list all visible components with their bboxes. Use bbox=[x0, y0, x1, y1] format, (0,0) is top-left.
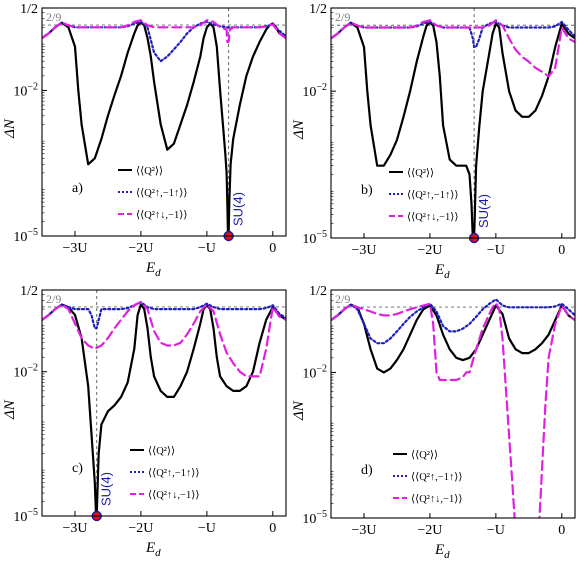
y-tick-label: 10−2 bbox=[13, 363, 38, 381]
series-dashed bbox=[42, 301, 286, 378]
panel-a: 2/9 SU(4) −3U −2U −U 0 1/2 10−2 10−5 Ed ΔN a) ⟨⟨Q²⟩⟩… bbox=[0, 0, 289, 282]
x-tick-label: −U bbox=[198, 241, 216, 256]
y-tick-label: 10−5 bbox=[13, 227, 38, 245]
x-tick-label: −2U bbox=[128, 241, 153, 256]
y-tick-label: 1/2 bbox=[20, 2, 38, 17]
x-axis-label: Ed bbox=[434, 542, 450, 561]
y-tick-label: 10−2 bbox=[13, 81, 38, 99]
y-axis-label: ΔN bbox=[2, 118, 18, 139]
x-tick-label: −3U bbox=[351, 243, 376, 258]
x-tick-label: 0 bbox=[269, 521, 276, 536]
legend-label: ⟨⟨Q²↑,−1↑⟩⟩ bbox=[411, 471, 462, 483]
plot-frame bbox=[330, 7, 576, 239]
x-tick-label: −3U bbox=[62, 241, 87, 256]
y-axis-label: ΔN bbox=[291, 119, 307, 140]
panel-d: 2/9 −3U −2U −U 0 1/2 10−2 10−5 Ed ΔN d) ⟨⟨Q²⟩⟩ ⟨⟨Q²↑… bbox=[289, 282, 578, 565]
panel-label: d) bbox=[361, 463, 373, 478]
y-tick-label: 1/2 bbox=[309, 284, 327, 299]
series-dashed bbox=[331, 19, 575, 78]
panel-c: 2/9 SU(4) −3U −2U −U 0 1/2 10−2 10−5 Ed ΔN c) ⟨⟨Q²⟩⟩… bbox=[0, 282, 289, 565]
y-tick-label: 10−2 bbox=[302, 82, 327, 100]
series-dashed bbox=[42, 19, 286, 44]
x-tick-label: −U bbox=[198, 521, 216, 536]
legend-label: ⟨⟨Q²⟩⟩ bbox=[136, 165, 163, 177]
ref-line-label: 2/9 bbox=[335, 10, 350, 24]
y-tick-label: 10−5 bbox=[302, 229, 327, 247]
legend-label: ⟨⟨Q²↑,−1↑⟩⟩ bbox=[407, 189, 458, 201]
panel-label: a) bbox=[72, 181, 83, 196]
plot-frame bbox=[41, 7, 287, 237]
y-axis-label: ΔN bbox=[2, 399, 18, 420]
panel-b-svg: 2/9 SU(4) −3U −2U −U 0 1/2 10−2 10−5 Ed ΔN b) ⟨⟨Q²⟩⟩… bbox=[291, 2, 576, 281]
x-tick-label: −2U bbox=[417, 243, 442, 258]
x-tick-label: −2U bbox=[128, 521, 153, 536]
series-dotted bbox=[42, 301, 286, 330]
su4-label: SU(4) bbox=[231, 192, 246, 226]
series-solid bbox=[331, 303, 575, 374]
legend-label: ⟨⟨Q²↑,−1↑⟩⟩ bbox=[136, 187, 187, 199]
x-tick-label: −3U bbox=[62, 521, 87, 536]
legend-label: ⟨⟨Q²↑↓,−1⟩⟩ bbox=[148, 489, 199, 501]
legend-label: ⟨⟨Q²↑↓,−1⟩⟩ bbox=[136, 209, 187, 221]
x-axis-label: Ed bbox=[145, 260, 161, 279]
plot-frame bbox=[41, 289, 287, 517]
series-dashed bbox=[331, 301, 575, 518]
x-tick-label: 0 bbox=[269, 241, 276, 256]
su4-label: SU(4) bbox=[99, 472, 114, 506]
legend-label: ⟨⟨Q²⟩⟩ bbox=[148, 445, 175, 457]
panel-label: c) bbox=[72, 461, 83, 476]
x-axis-label: Ed bbox=[145, 540, 161, 559]
legend-label: ⟨⟨Q²⟩⟩ bbox=[407, 167, 434, 179]
legend-label: ⟨⟨Q²↑↓,−1⟩⟩ bbox=[407, 211, 458, 223]
x-tick-label: 0 bbox=[558, 243, 565, 258]
panel-c-svg: 2/9 SU(4) −3U −2U −U 0 1/2 10−2 10−5 Ed ΔN c) ⟨⟨Q²⟩⟩… bbox=[2, 284, 287, 559]
panel-b: 2/9 SU(4) −3U −2U −U 0 1/2 10−2 10−5 Ed ΔN b) ⟨⟨Q²⟩⟩… bbox=[289, 0, 578, 282]
x-tick-label: −3U bbox=[351, 523, 376, 538]
legend-label: ⟨⟨Q²↑↓,−1⟩⟩ bbox=[411, 493, 462, 505]
panel-a-svg: 2/9 SU(4) −3U −2U −U 0 1/2 10−2 10−5 Ed ΔN a) ⟨⟨Q²⟩⟩… bbox=[2, 2, 287, 279]
y-tick-label: 10−2 bbox=[302, 363, 327, 381]
ref-line-label: 2/9 bbox=[46, 292, 61, 306]
x-tick-label: −2U bbox=[417, 523, 442, 538]
x-tick-label: −U bbox=[487, 243, 505, 258]
ref-line-label: 2/9 bbox=[46, 10, 61, 24]
x-axis-label: Ed bbox=[434, 262, 450, 281]
series-solid bbox=[42, 21, 286, 236]
y-tick-label: 1/2 bbox=[309, 2, 327, 17]
su4-label: SU(4) bbox=[476, 194, 491, 228]
y-tick-label: 10−5 bbox=[13, 507, 38, 525]
y-axis-label: ΔN bbox=[291, 400, 307, 421]
y-tick-label: 1/2 bbox=[20, 284, 38, 299]
panel-d-svg: 2/9 −3U −2U −U 0 1/2 10−2 10−5 Ed ΔN d) ⟨⟨Q²⟩⟩ ⟨⟨Q²↑… bbox=[291, 284, 576, 561]
series-solid bbox=[42, 303, 286, 516]
ref-line-label: 2/9 bbox=[335, 292, 350, 306]
series-solid bbox=[331, 21, 575, 238]
panel-label: b) bbox=[361, 183, 373, 198]
legend-label: ⟨⟨Q²⟩⟩ bbox=[411, 449, 438, 461]
x-tick-label: −U bbox=[487, 523, 505, 538]
x-tick-label: 0 bbox=[558, 523, 565, 538]
y-tick-label: 10−5 bbox=[302, 509, 327, 527]
legend-label: ⟨⟨Q²↑,−1↑⟩⟩ bbox=[148, 467, 199, 479]
plot-frame bbox=[330, 289, 576, 519]
series-dotted bbox=[331, 298, 575, 345]
